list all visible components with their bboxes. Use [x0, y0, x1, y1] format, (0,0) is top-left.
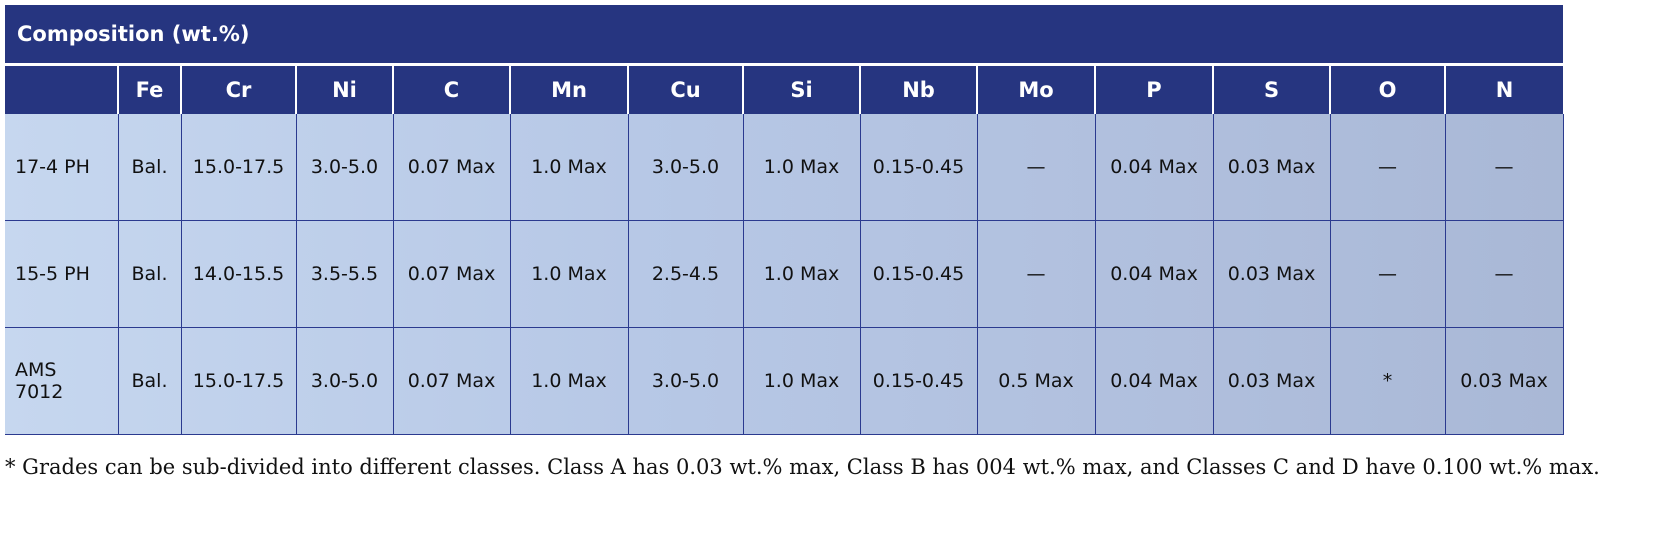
table-cell: 3.0-5.0 [295, 114, 394, 221]
table-cell: 0.04 Max [1094, 114, 1214, 221]
column-header-n: N [1444, 66, 1563, 114]
grade-cell: 17-4 PH [5, 114, 119, 221]
table-cell: * [1329, 327, 1446, 435]
composition-grid: Fe Cr Ni C Mn Cu Si Nb Mo P S O N 17-4 P… [5, 66, 1564, 435]
table-cell: 0.04 Max [1094, 327, 1214, 435]
table-cell: 1.0 Max [742, 327, 861, 435]
table-cell: 0.07 Max [392, 114, 511, 221]
table-cell: — [976, 114, 1096, 221]
column-header-o: O [1329, 66, 1445, 114]
table-cell: 1.0 Max [742, 220, 861, 328]
table-cell: 0.03 Max [1212, 327, 1331, 435]
table-cell: 3.5-5.5 [295, 220, 394, 328]
table-cell: 0.5 Max [976, 327, 1096, 435]
table-cell: 1.0 Max [742, 114, 861, 221]
table-cell: 3.0-5.0 [627, 327, 744, 435]
table-cell: 0.07 Max [392, 327, 511, 435]
grade-cell: AMS 7012 [5, 327, 119, 435]
table-cell: 0.03 Max [1444, 327, 1564, 435]
table-row: 15-5 PH Bal. 14.0-15.5 3.5-5.5 0.07 Max … [5, 220, 1564, 328]
table-cell: 15.0-17.5 [180, 327, 297, 435]
table-row: AMS 7012 Bal. 15.0-17.5 3.0-5.0 0.07 Max… [5, 327, 1564, 435]
column-header-mn: Mn [509, 66, 628, 114]
table-cell: 3.0-5.0 [295, 327, 394, 435]
table-cell: 0.04 Max [1094, 220, 1214, 328]
table-row: 17-4 PH Bal. 15.0-17.5 3.0-5.0 0.07 Max … [5, 114, 1564, 221]
table-cell: 0.07 Max [392, 220, 511, 328]
column-header-mo: Mo [976, 66, 1095, 114]
table-cell: 0.15-0.45 [859, 114, 978, 221]
composition-table: Composition (wt.%) Fe Cr Ni C Mn Cu Si N… [5, 5, 1564, 435]
table-cell: 0.15-0.45 [859, 220, 978, 328]
table-cell: — [1329, 114, 1446, 221]
column-header-ni: Ni [295, 66, 393, 114]
table-cell: 0.03 Max [1212, 220, 1331, 328]
column-header-grade [5, 66, 118, 114]
table-cell: — [1329, 220, 1446, 328]
table-cell: 14.0-15.5 [180, 220, 297, 328]
table-cell: — [976, 220, 1096, 328]
table-title: Composition (wt.%) [5, 5, 1563, 66]
table-cell: Bal. [117, 114, 182, 221]
table-cell: 15.0-17.5 [180, 114, 297, 221]
column-header-c: C [392, 66, 510, 114]
column-header-nb: Nb [859, 66, 977, 114]
column-header-p: P [1094, 66, 1213, 114]
table-cell: 2.5-4.5 [627, 220, 744, 328]
column-header-cr: Cr [180, 66, 296, 114]
table-cell: — [1444, 114, 1564, 221]
column-header-row: Fe Cr Ni C Mn Cu Si Nb Mo P S O N [5, 66, 1563, 114]
table-cell: Bal. [117, 327, 182, 435]
table-cell: Bal. [117, 220, 182, 328]
table-cell: 1.0 Max [509, 327, 629, 435]
table-cell: 1.0 Max [509, 220, 629, 328]
column-header-si: Si [742, 66, 860, 114]
column-header-fe: Fe [117, 66, 181, 114]
grade-cell: 15-5 PH [5, 220, 119, 328]
table-cell: 3.0-5.0 [627, 114, 744, 221]
table-cell: 0.03 Max [1212, 114, 1331, 221]
table-cell: 1.0 Max [509, 114, 629, 221]
column-header-cu: Cu [627, 66, 743, 114]
footnote: * Grades can be sub-divided into differe… [5, 455, 1600, 479]
column-header-s: S [1212, 66, 1330, 114]
table-cell: 0.15-0.45 [859, 327, 978, 435]
table-cell: — [1444, 220, 1564, 328]
